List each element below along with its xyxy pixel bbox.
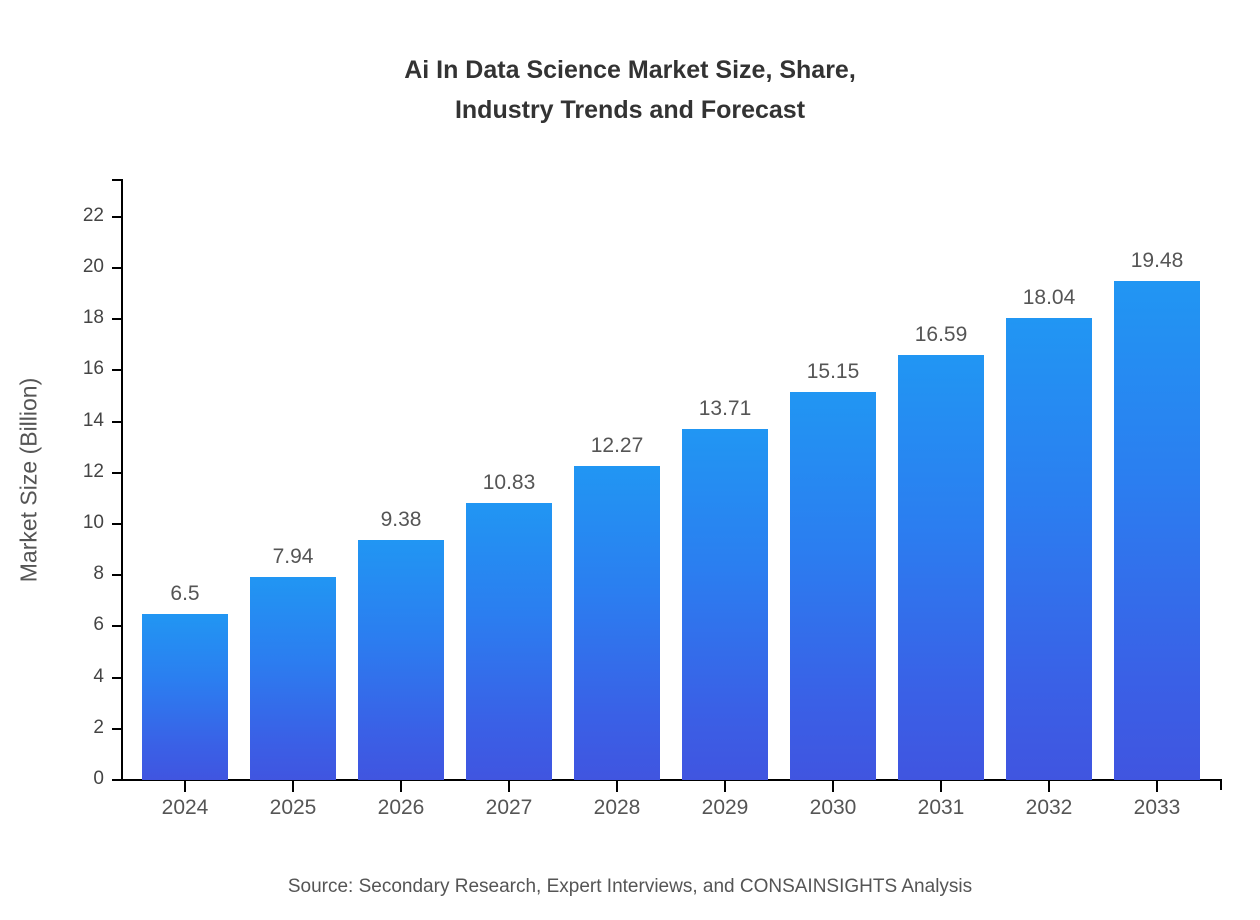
y-axis-tick bbox=[112, 471, 121, 474]
x-axis-tick bbox=[400, 781, 402, 792]
y-axis-title-text: Market Size (Billion) bbox=[15, 377, 42, 583]
y-axis-tick-label: 22 bbox=[82, 204, 104, 226]
y-axis-tick bbox=[112, 215, 121, 218]
bar-2031[interactable] bbox=[898, 355, 984, 780]
y-axis-tick-label: 14 bbox=[82, 409, 104, 431]
y-axis-top-cap bbox=[112, 179, 121, 181]
y-axis-line bbox=[121, 179, 123, 781]
x-axis-tick-label-2030: 2030 bbox=[809, 796, 857, 819]
y-axis-tick bbox=[112, 267, 121, 270]
y-axis-tick-label: 20 bbox=[82, 256, 104, 278]
chart-title-line-2: Industry Trends and Forecast bbox=[454, 96, 806, 124]
x-axis-tick-label-2031: 2031 bbox=[917, 796, 965, 819]
x-axis-tick bbox=[616, 781, 618, 792]
bar-value-label: 6.5 bbox=[170, 582, 200, 605]
source-note: Source: Secondary Research, Expert Inter… bbox=[287, 876, 973, 897]
y-axis-tick-label: 16 bbox=[82, 358, 104, 380]
x-axis-tick bbox=[184, 781, 186, 792]
y-axis-tick-label: 12 bbox=[82, 460, 104, 482]
x-axis-tick-label-2033: 2033 bbox=[1133, 796, 1181, 819]
y-axis-tick bbox=[112, 574, 121, 577]
x-axis-tick bbox=[940, 781, 942, 792]
bar-value-label: 7.94 bbox=[272, 545, 314, 568]
y-axis-tick-label: 0 bbox=[93, 768, 104, 789]
bar-2030[interactable] bbox=[790, 392, 876, 780]
x-axis-tick bbox=[508, 781, 510, 792]
bar-2033[interactable] bbox=[1114, 281, 1200, 780]
y-axis-tick bbox=[112, 625, 121, 628]
y-axis-tick bbox=[112, 523, 121, 526]
y-axis-tick-label: 8 bbox=[93, 563, 104, 585]
x-axis-tick-label-2024: 2024 bbox=[161, 796, 209, 819]
x-axis-line bbox=[121, 779, 1222, 781]
y-axis-tick bbox=[112, 369, 121, 372]
bar-value-label: 18.04 bbox=[1022, 286, 1076, 309]
chart-title-line-1: Ai In Data Science Market Size, Share, bbox=[404, 56, 856, 84]
bar-value-label: 9.38 bbox=[380, 508, 422, 531]
x-axis-tick bbox=[1156, 781, 1158, 792]
chart-title: Ai In Data Science Market Size, Share, I… bbox=[0, 50, 1260, 130]
x-axis-tick-label-2029: 2029 bbox=[701, 796, 749, 819]
bar-value-label: 15.15 bbox=[806, 360, 860, 383]
bar-value-label: 13.71 bbox=[698, 397, 752, 420]
y-axis-tick-label: 2 bbox=[93, 716, 104, 738]
x-axis-tick bbox=[832, 781, 834, 792]
bar-2025[interactable] bbox=[250, 577, 336, 780]
bar-2027[interactable] bbox=[466, 503, 552, 780]
y-axis-tick-label: 4 bbox=[93, 665, 104, 687]
y-axis-tick-label: 18 bbox=[82, 307, 104, 329]
y-axis-tick-label: 10 bbox=[82, 512, 104, 534]
bar-value-label: 10.83 bbox=[482, 471, 536, 494]
x-axis-tick bbox=[292, 781, 294, 792]
bar-value-label: 19.48 bbox=[1130, 249, 1184, 272]
bar-2028[interactable] bbox=[574, 466, 660, 780]
x-axis-tick bbox=[1048, 781, 1050, 792]
y-axis-tick bbox=[112, 779, 121, 781]
y-axis-tick bbox=[112, 420, 121, 423]
y-axis-title: Market Size (Billion) bbox=[12, 180, 46, 780]
y-axis-tick bbox=[112, 727, 121, 730]
bar-2024[interactable] bbox=[142, 614, 228, 780]
bar-2026[interactable] bbox=[358, 540, 444, 780]
x-axis-tick-label-2025: 2025 bbox=[269, 796, 317, 819]
bar-2032[interactable] bbox=[1006, 318, 1092, 780]
y-axis-tick-label: 6 bbox=[93, 614, 104, 636]
x-axis-tick-label-2027: 2027 bbox=[485, 796, 533, 819]
x-axis-right-cap bbox=[1220, 779, 1222, 790]
bar-2029[interactable] bbox=[682, 429, 768, 780]
x-axis-tick-label-2028: 2028 bbox=[593, 796, 641, 819]
x-axis-tick-label-2026: 2026 bbox=[377, 796, 425, 819]
x-axis-tick bbox=[724, 781, 726, 792]
y-axis-tick bbox=[112, 318, 121, 321]
x-axis-left-cap bbox=[121, 769, 123, 781]
y-axis-tick bbox=[112, 676, 121, 679]
bar-value-label: 12.27 bbox=[590, 434, 644, 457]
bar-value-label: 16.59 bbox=[914, 323, 968, 346]
x-axis-tick-label-2032: 2032 bbox=[1025, 796, 1073, 819]
